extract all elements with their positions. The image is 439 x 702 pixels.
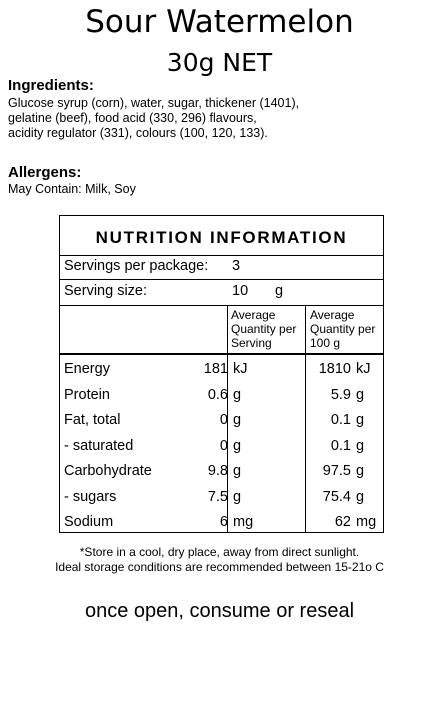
per-serving-value: 0 bbox=[219, 412, 228, 428]
nutrient-label: - saturated bbox=[64, 438, 134, 454]
per-100g-value: 75.4 bbox=[322, 489, 351, 505]
nutrient-label: Energy bbox=[64, 361, 110, 377]
divider bbox=[60, 305, 383, 306]
column-header-line: 100 g bbox=[310, 336, 341, 350]
per-serving-unit: g bbox=[233, 412, 242, 428]
servings-label: Servings per package: bbox=[64, 258, 209, 274]
column-header-line: Serving bbox=[231, 336, 272, 350]
per-serving-unit: g bbox=[233, 438, 242, 454]
nutrient-label: - sugars bbox=[64, 489, 117, 505]
storage-conditions: Ideal storage conditions are recommended… bbox=[55, 560, 384, 574]
per-serving-value: 0 bbox=[219, 438, 228, 454]
column-header-line: Quantity per bbox=[310, 322, 376, 336]
ingredients-line: gelatine (beef), food acid (330, 296) fl… bbox=[8, 111, 257, 125]
ingredients-text: Glucose syrup (corn), water, sugar, thic… bbox=[8, 96, 299, 141]
per-serving-value: 9.8 bbox=[207, 463, 228, 479]
per-serving-unit: g bbox=[233, 489, 242, 505]
nutrient-label: Protein bbox=[64, 387, 110, 403]
allergens-heading: Allergens: bbox=[8, 164, 82, 181]
column-divider bbox=[305, 306, 306, 532]
per-serving-unit: g bbox=[233, 463, 242, 479]
reseal-note: once open, consume or reseal bbox=[84, 600, 355, 622]
per-100g-value: 97.5 bbox=[322, 463, 351, 479]
column-header-line: Average bbox=[231, 308, 276, 322]
per-100g-value: 5.9 bbox=[330, 387, 351, 403]
per-serving-value: 0.6 bbox=[207, 387, 228, 403]
per-serving-value: 181 bbox=[203, 361, 228, 377]
divider bbox=[60, 255, 383, 256]
divider bbox=[60, 279, 383, 280]
per-serving-unit: g bbox=[233, 387, 242, 403]
divider bbox=[60, 353, 383, 356]
per-serving-unit: mg bbox=[233, 514, 254, 530]
storage-note: *Store in a cool, dry place, away from d… bbox=[79, 545, 360, 559]
column-header-per-100g: Average Quantity per 100 g bbox=[310, 308, 375, 350]
nutrient-label: Fat, total bbox=[64, 412, 121, 428]
column-header-line: Quantity per bbox=[231, 322, 297, 336]
serving-size-value: 10 bbox=[232, 283, 249, 299]
nutrient-label: Carbohydrate bbox=[64, 463, 152, 479]
per-100g-unit: g bbox=[356, 463, 365, 479]
servings-value: 3 bbox=[232, 258, 241, 274]
serving-size-label: Serving size: bbox=[64, 283, 148, 299]
column-header-line: Average bbox=[310, 308, 355, 322]
per-100g-value: 0.1 bbox=[330, 438, 351, 454]
per-serving-value: 6 bbox=[219, 514, 228, 530]
per-100g-unit: g bbox=[356, 387, 365, 403]
per-100g-unit: g bbox=[356, 412, 365, 428]
ingredients-line: acidity regulator (331), colours (100, 1… bbox=[8, 126, 268, 140]
per-100g-value: 62 bbox=[334, 514, 351, 530]
per-100g-unit: g bbox=[356, 438, 365, 454]
nutrient-label: Sodium bbox=[64, 514, 114, 530]
nutrition-panel: NUTRITION INFORMATION Servings per packa… bbox=[59, 215, 384, 533]
serving-size-unit: g bbox=[275, 283, 284, 299]
column-header-per-serving: Average Quantity per Serving bbox=[231, 308, 296, 350]
per-100g-unit: mg bbox=[356, 514, 377, 530]
nutrition-title: NUTRITION INFORMATION bbox=[95, 228, 348, 247]
per-serving-unit: kJ bbox=[233, 361, 248, 377]
ingredients-heading: Ingredients: bbox=[8, 77, 94, 94]
column-divider bbox=[227, 306, 228, 532]
per-100g-unit: g bbox=[356, 489, 365, 505]
product-name: Sour Watermelon bbox=[85, 4, 354, 40]
net-weight: 30g NET bbox=[166, 48, 273, 77]
per-serving-value: 7.5 bbox=[207, 489, 228, 505]
per-100g-value: 0.1 bbox=[330, 412, 351, 428]
ingredients-line: Glucose syrup (corn), water, sugar, thic… bbox=[8, 96, 300, 110]
per-100g-unit: kJ bbox=[356, 361, 371, 377]
allergens-text: May Contain: Milk, Soy bbox=[8, 182, 136, 196]
per-100g-value: 1810 bbox=[318, 361, 351, 377]
